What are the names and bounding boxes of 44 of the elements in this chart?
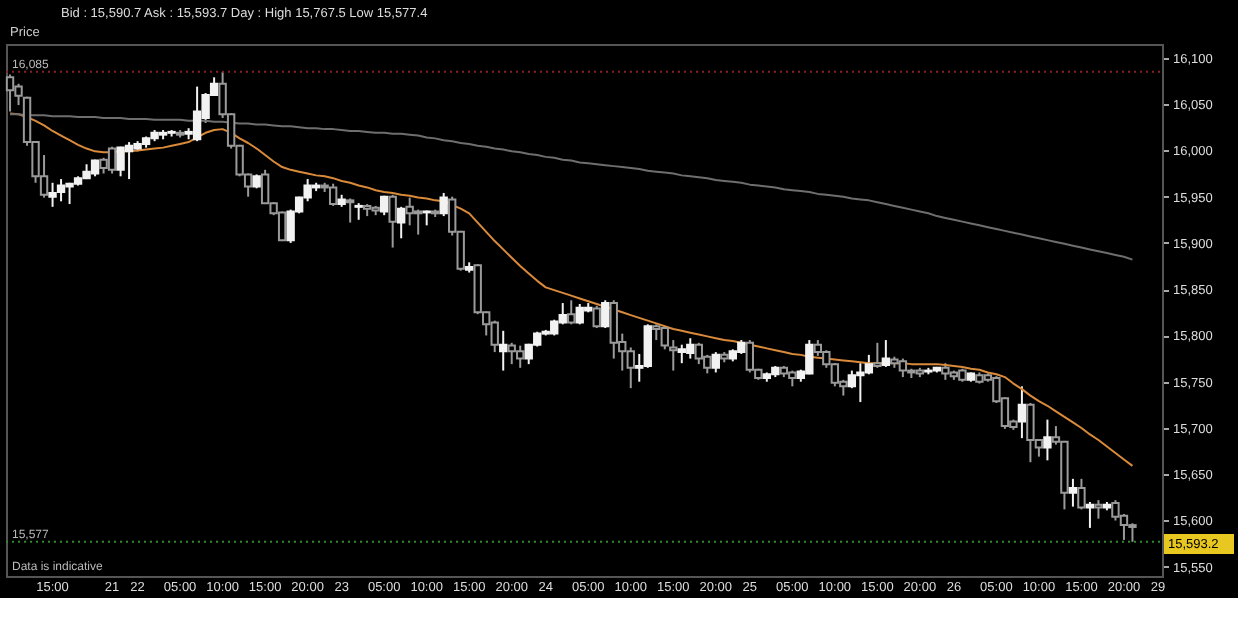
candlestick — [1043, 418, 1052, 462]
candlestick — [1026, 401, 1035, 464]
candlestick — [643, 323, 652, 369]
candlestick — [856, 362, 865, 404]
candlestick — [56, 178, 66, 203]
candlestick — [1077, 477, 1086, 511]
candlestick — [1068, 477, 1078, 508]
candlestick — [694, 341, 703, 366]
candlestick — [328, 182, 338, 207]
candlestick — [388, 193, 397, 249]
candlestick — [805, 339, 814, 376]
candlestick — [499, 329, 508, 372]
candlestick — [490, 319, 499, 354]
candlestick — [686, 337, 695, 360]
candlestick — [1017, 385, 1027, 440]
candlestick — [575, 302, 584, 326]
candlestick — [677, 343, 686, 365]
candlestick — [567, 299, 576, 326]
candlestick — [439, 191, 448, 218]
candlestick — [345, 197, 355, 224]
candlestick — [277, 210, 287, 243]
line-series — [9, 112, 1134, 467]
candlestick — [107, 145, 117, 175]
candlestick — [507, 341, 516, 366]
candlestick — [898, 357, 908, 379]
candlestick — [192, 85, 202, 143]
candlestick — [711, 351, 720, 374]
candlestick — [873, 341, 882, 369]
candlestick — [48, 181, 57, 208]
candlestick — [1094, 499, 1103, 520]
candlestick — [626, 346, 635, 390]
candlestick — [124, 141, 134, 181]
candlestick — [5, 73, 15, 113]
candlestick — [864, 353, 874, 376]
candlestick — [1128, 522, 1137, 543]
candlestick — [592, 304, 601, 330]
candlestick — [881, 339, 891, 368]
candlestick — [260, 168, 270, 206]
candlestick — [516, 344, 525, 369]
candlestick — [116, 145, 125, 178]
candlestick — [601, 299, 610, 330]
candlestick — [396, 205, 406, 240]
candlestick — [405, 196, 414, 227]
candlestick — [1085, 500, 1095, 529]
